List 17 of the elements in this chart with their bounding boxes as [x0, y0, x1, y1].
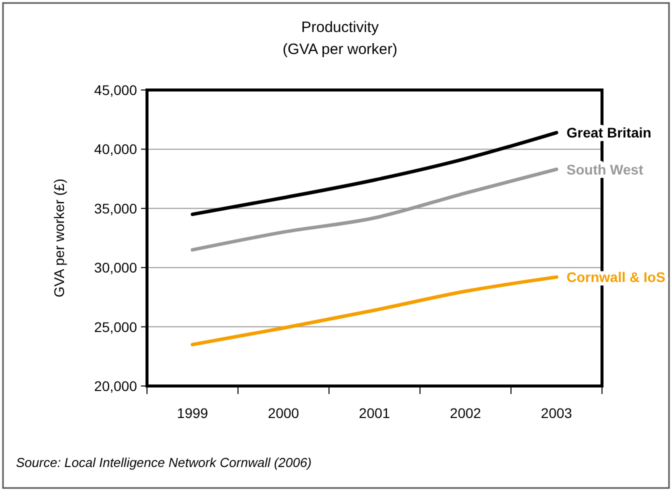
- y-tick-label: 25,000: [94, 318, 138, 335]
- x-tick-label: 1999: [176, 405, 208, 421]
- y-tick-label: 30,000: [94, 260, 138, 276]
- chart-title: Productivity: [301, 19, 380, 36]
- y-tick-label: 20,000: [94, 378, 138, 394]
- y-tick-label: 45,000: [94, 82, 138, 98]
- x-tick-label: 2000: [268, 405, 300, 421]
- chart-subtitle: (GVA per worker): [282, 41, 398, 58]
- y-tick-label: 35,000: [94, 200, 138, 216]
- x-tick-label: 2003: [540, 405, 572, 421]
- x-tick-label: 2002: [450, 405, 482, 421]
- y-axis-title: GVA per worker (£): [51, 178, 67, 298]
- x-tick-label: 2001: [358, 405, 390, 421]
- y-tick-label: 40,000: [94, 141, 138, 158]
- line-series: [190, 275, 558, 346]
- line-series: [190, 130, 558, 216]
- source-note: Source: Local Intelligence Network Cornwall (2006): [16, 455, 312, 470]
